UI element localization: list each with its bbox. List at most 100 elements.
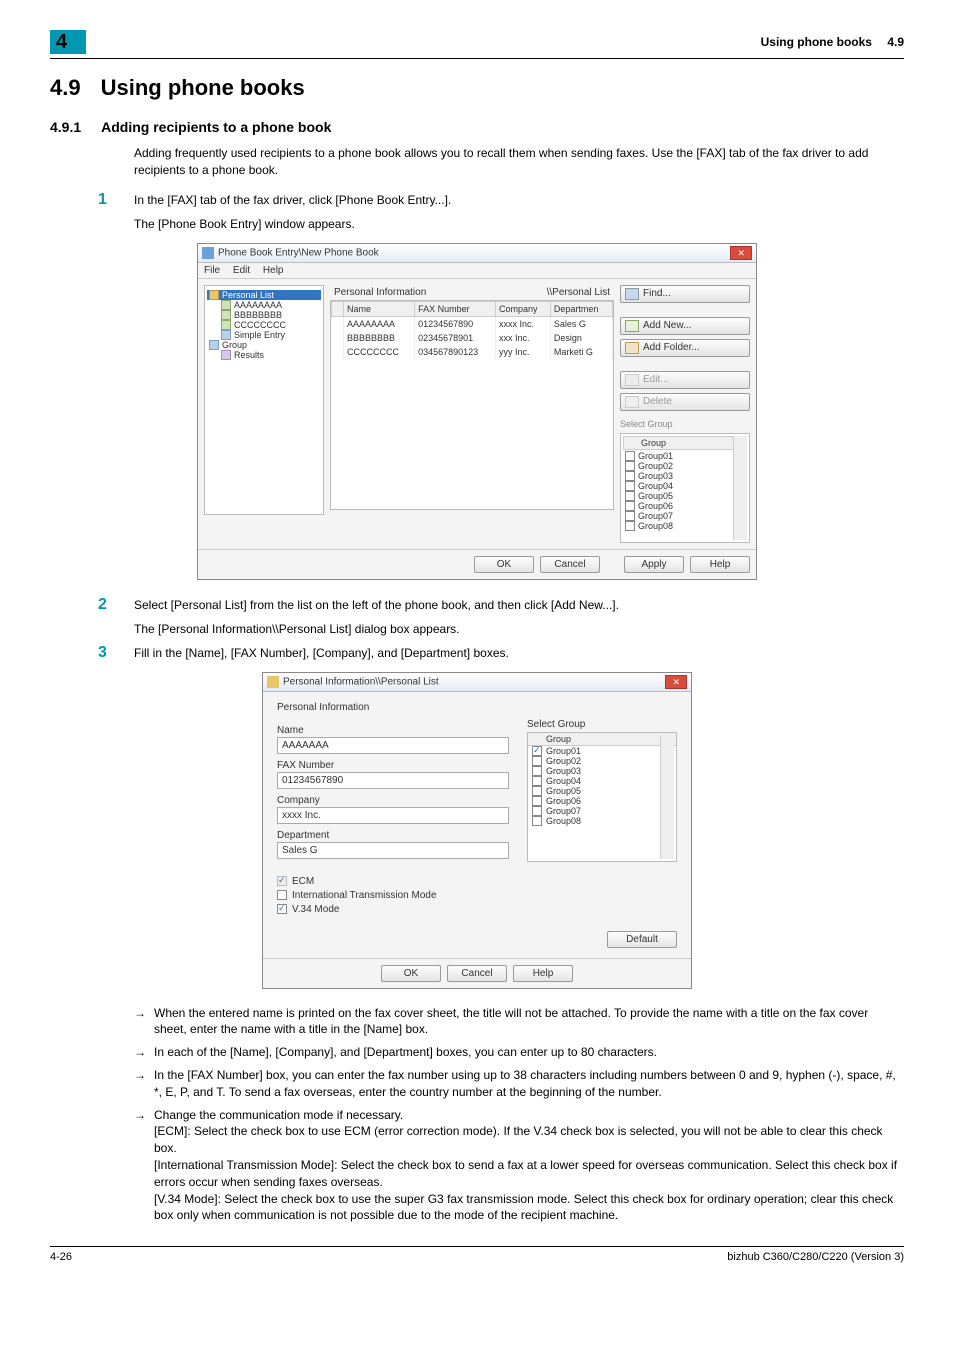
checkbox[interactable] [625,451,635,461]
add-new-button[interactable]: Add New... [620,317,750,335]
checkbox[interactable] [625,501,635,511]
company-input[interactable]: xxxx Inc. [277,807,509,824]
table-row[interactable]: CCCCCCCC034567890123yyy Inc.Marketi G [332,345,613,359]
scrollbar[interactable] [660,735,674,859]
apply-button[interactable]: Apply [624,556,684,573]
name-input[interactable]: AAAAAAA [277,737,509,754]
cell: xxxx Inc. [495,316,550,331]
card-icon [221,310,231,320]
v34-option[interactable]: V.34 Mode [277,904,677,915]
group-item[interactable]: Group02 [528,756,676,766]
group-item[interactable]: Group05 [528,786,676,796]
help-button[interactable]: Help [690,556,750,573]
cancel-button[interactable]: Cancel [447,965,507,982]
menu-edit[interactable]: Edit [233,265,250,276]
checkbox[interactable] [532,816,542,826]
group-label: Group03 [546,766,581,776]
checkbox[interactable] [625,481,635,491]
tree-item[interactable]: CCCCCCCC [207,320,321,330]
find-icon [625,288,639,300]
group-label: Group01 [638,451,673,461]
group-item[interactable]: Group03 [623,471,747,481]
app-icon [202,247,214,259]
card-icon [221,300,231,310]
group-item[interactable]: Group07 [528,806,676,816]
checkbox[interactable] [532,786,542,796]
cell: AAAAAAAA [344,316,415,331]
department-input[interactable]: Sales G [277,842,509,859]
group-item[interactable]: Group07 [623,511,747,521]
window-title: Phone Book Entry\New Phone Book [202,247,379,259]
itm-option[interactable]: International Transmission Mode [277,890,677,901]
tree-panel: Personal List AAAAAAAA BBBBBBBB CCCCCCCC… [204,285,324,515]
arrow-icon: → [134,1044,146,1061]
tree-item[interactable]: AAAAAAAA [207,300,321,310]
cancel-button[interactable]: Cancel [540,556,600,573]
close-icon[interactable]: ✕ [665,675,687,689]
group-item[interactable]: Group04 [623,481,747,491]
group-item[interactable]: Group01 [528,746,676,756]
group-item[interactable]: Group06 [623,501,747,511]
group-item[interactable]: Group08 [623,521,747,531]
group-item[interactable]: Group05 [623,491,747,501]
group-item[interactable]: Group03 [528,766,676,776]
checkbox[interactable] [625,491,635,501]
menu-help[interactable]: Help [263,265,284,276]
tree-item[interactable]: Simple Entry [207,330,321,340]
checkbox[interactable] [532,756,542,766]
folder-icon [209,290,219,300]
help-button[interactable]: Help [513,965,573,982]
subsection-num: 4.9.1 [50,119,81,135]
checkbox[interactable] [532,806,542,816]
checkbox[interactable] [277,890,287,900]
edit-button[interactable]: Edit... [620,371,750,389]
table-row[interactable]: BBBBBBBB02345678901xxx Inc.Design [332,331,613,345]
col-dept[interactable]: Departmen [550,301,612,316]
group-label: Group05 [546,786,581,796]
checkbox[interactable] [625,521,635,531]
find-button[interactable]: Find... [620,285,750,303]
tree-personal-list[interactable]: Personal List [207,290,321,300]
checkbox[interactable] [532,746,542,756]
default-button[interactable]: Default [607,931,677,948]
company-label: Company [277,795,509,806]
group-label: Group08 [546,816,581,826]
col-name[interactable]: Name [344,301,415,316]
delete-button[interactable]: Delete [620,393,750,411]
tree-item[interactable]: BBBBBBBB [207,310,321,320]
close-icon[interactable]: ✕ [730,246,752,260]
checkbox[interactable] [277,904,287,914]
header-section: 4.9 [887,35,904,49]
checkbox[interactable] [532,796,542,806]
checkbox[interactable] [532,776,542,786]
col-company[interactable]: Company [495,301,550,316]
group-item[interactable]: Group08 [528,816,676,826]
header-title: Using phone books [761,35,872,49]
header-rule [50,58,904,59]
menu-file[interactable]: File [204,265,220,276]
tree-results[interactable]: Results [207,350,321,360]
ecm-option[interactable]: ECM [277,876,677,887]
add-folder-button[interactable]: Add Folder... [620,339,750,357]
cell: Marketi G [550,345,612,359]
tree-group[interactable]: Group [207,340,321,350]
group-item[interactable]: Group04 [528,776,676,786]
checkbox[interactable] [625,511,635,521]
checkbox[interactable] [532,766,542,776]
ok-button[interactable]: OK [381,965,441,982]
phone-book-entry-window: Phone Book Entry\New Phone Book ✕ File E… [197,243,757,580]
group-item[interactable]: Group06 [528,796,676,806]
checkbox[interactable] [625,461,635,471]
group-item[interactable]: Group02 [623,461,747,471]
fax-input[interactable]: 01234567890 [277,772,509,789]
ok-button[interactable]: OK [474,556,534,573]
scrollbar[interactable] [733,436,747,540]
btn-label: Add New... [643,320,691,331]
group-item[interactable]: Group01 [623,451,747,461]
col-fax[interactable]: FAX Number [415,301,496,316]
table-row[interactable]: AAAAAAAA01234567890xxxx Inc.Sales G [332,316,613,331]
name-label: Name [277,725,509,736]
checkbox[interactable] [625,471,635,481]
group-list: Group Group01 Group02 Group03 Group04 Gr… [620,433,750,543]
step-number-3: 3 [50,644,134,662]
